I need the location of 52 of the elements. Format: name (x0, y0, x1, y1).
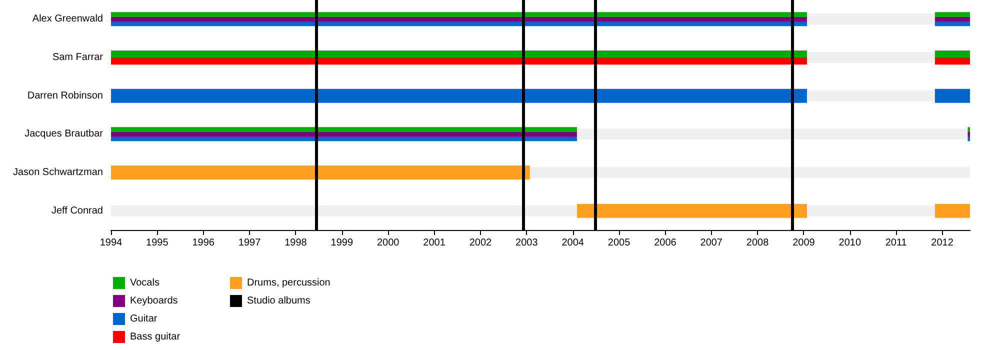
bar (111, 166, 530, 180)
x-tick-label: 2000 (376, 238, 400, 248)
x-tick-label: 2004 (562, 238, 584, 248)
x-tick-label: 2001 (423, 238, 446, 248)
x-tick-label: 2002 (469, 238, 492, 248)
legend-label: Studio albums (247, 296, 310, 306)
bar (111, 22, 807, 26)
bar (934, 16, 970, 22)
y-tick-label: Jacques Brautbar (24, 128, 104, 140)
bar (576, 128, 968, 140)
y-tick-label: Sam Farrar (52, 52, 104, 63)
legend-label: Bass guitar (130, 332, 181, 342)
legend-label: Drums, percussion (247, 278, 330, 288)
x-tick-label: 1997 (238, 238, 262, 248)
y-tick-label: Darren Robinson (27, 90, 103, 102)
bar (111, 58, 807, 64)
bar (934, 12, 970, 17)
x-tick-label: 2008 (746, 238, 770, 248)
x-tick-label: 1999 (330, 238, 354, 248)
y-tick-label: Alex Greenwald (32, 14, 103, 25)
legend-label: Keyboards (130, 296, 178, 306)
bar (111, 205, 577, 216)
x-tick-label: 2007 (700, 238, 723, 248)
x-tick-label: 2006 (654, 238, 677, 248)
x-tick-label: 2005 (608, 238, 631, 248)
bar (111, 16, 807, 22)
bar (806, 52, 935, 63)
y-tick-label: Jason Schwartzman (12, 167, 103, 178)
bar (111, 132, 577, 136)
bar (934, 22, 970, 26)
x-tick-label: 2012 (931, 238, 954, 248)
bar (530, 167, 970, 178)
x-tick-label: 1994 (100, 238, 123, 248)
legend-label: Guitar (130, 314, 158, 324)
bar (576, 204, 807, 218)
bar (111, 12, 807, 17)
bar (111, 127, 577, 132)
bar (806, 14, 935, 25)
x-tick-label: 2003 (516, 238, 538, 248)
x-tick-label: 1998 (284, 238, 308, 248)
x-tick-label: 1995 (146, 238, 169, 248)
bar (806, 205, 935, 216)
x-tick-label: 2010 (838, 238, 862, 248)
bar (806, 90, 935, 102)
bar (111, 136, 577, 142)
bar (934, 204, 970, 218)
legend-label: Vocals (130, 278, 160, 288)
x-tick-label: 1996 (192, 238, 215, 248)
y-tick-label: Jeff Conrad (51, 205, 103, 216)
x-tick-label: 2009 (792, 238, 816, 248)
x-tick-label: 2011 (885, 238, 908, 248)
bar (934, 58, 970, 64)
